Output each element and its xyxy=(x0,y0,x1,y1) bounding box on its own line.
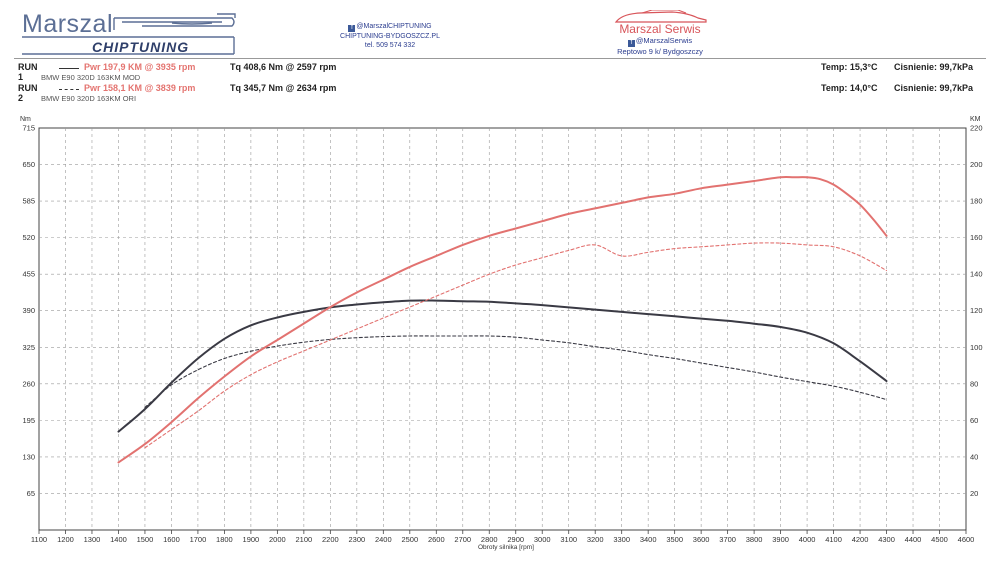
x-tick-label: 2700 xyxy=(454,535,471,544)
run-2-label: RUN 2 xyxy=(18,83,38,103)
run-2-car: BMW E90 320D 163KM ORI xyxy=(41,94,136,103)
x-tick-label: 1100 xyxy=(31,535,47,544)
x-tick-label: 4200 xyxy=(852,535,869,544)
y-left-tick-label: 325 xyxy=(22,343,35,352)
x-tick-label: 1700 xyxy=(190,535,207,544)
y-left-tick-label: 520 xyxy=(22,233,35,242)
x-axis-title: Obroty silnika [rpm] xyxy=(478,544,534,551)
y-left-tick-label: 715 xyxy=(22,124,35,133)
right-axis-unit: KM xyxy=(970,116,981,123)
y-left-tick-label: 650 xyxy=(22,160,35,169)
run-2-temp: Temp: 14,0°C xyxy=(821,83,877,93)
x-tick-label: 3000 xyxy=(534,535,551,544)
x-tick-label: 2100 xyxy=(296,535,313,544)
series-line-3 xyxy=(119,177,887,462)
x-tick-label: 3300 xyxy=(613,535,630,544)
x-tick-label: 2300 xyxy=(348,535,365,544)
y-right-tick-label: 120 xyxy=(970,306,983,315)
x-tick-label: 3400 xyxy=(640,535,657,544)
x-tick-label: 4000 xyxy=(799,535,816,544)
run-1-torque: Tq 408,6 Nm @ 2597 rpm xyxy=(230,62,336,72)
x-tick-label: 2600 xyxy=(428,535,445,544)
serwis-address: Reptowo 9 k/ Bydgoszczy xyxy=(605,47,715,57)
logo-sub-text: CHIPTUNING xyxy=(92,39,189,55)
report-header: Marszal CHIPTUNING f@MarszalCHIPTUNING C… xyxy=(0,0,1000,58)
y-left-tick-label: 260 xyxy=(22,379,35,388)
y-right-tick-label: 20 xyxy=(970,489,978,498)
x-tick-label: 1300 xyxy=(84,535,101,544)
serwis-name: Marszal Serwis xyxy=(605,22,715,36)
y-left-tick-label: 455 xyxy=(22,270,35,279)
left-axis-unit: Nm xyxy=(20,116,31,123)
run-1-car: BMW E90 320D 163KM MOD xyxy=(41,73,140,82)
x-tick-label: 1200 xyxy=(57,535,74,544)
run-1-power: Pwr 197,9 KM @ 3935 rpm xyxy=(84,62,195,72)
x-tick-label: 3700 xyxy=(719,535,736,544)
run-1-line-swatch xyxy=(59,68,79,69)
x-tick-label: 3900 xyxy=(772,535,789,544)
y-right-tick-label: 100 xyxy=(970,343,983,352)
x-tick-label: 2800 xyxy=(481,535,498,544)
y-right-tick-label: 180 xyxy=(970,197,983,206)
x-tick-label: 2900 xyxy=(507,535,524,544)
x-tick-label: 3500 xyxy=(666,535,683,544)
x-tick-label: 2500 xyxy=(401,535,418,544)
dyno-chart: 1100 1200 1300 1400 1500 1600 1700 1800 1900 2000… xyxy=(0,108,1000,567)
run-2-pressure: Cisnienie: 99,7kPa xyxy=(894,83,973,93)
y-right-tick-label: 160 xyxy=(970,233,983,242)
x-tick-label: 3800 xyxy=(746,535,763,544)
x-tick-label: 1600 xyxy=(163,535,180,544)
facebook-icon: f xyxy=(348,25,355,32)
y-left-tick-label: 130 xyxy=(22,452,35,461)
x-tick-label: 2400 xyxy=(375,535,392,544)
y-left-tick-label: 195 xyxy=(22,416,35,425)
run-1-pressure: Cisnienie: 99,7kPa xyxy=(894,62,973,72)
y-right-tick-label: 40 xyxy=(970,452,978,461)
run-2-torque: Tq 345,7 Nm @ 2634 rpm xyxy=(230,83,336,93)
x-tick-label: 4500 xyxy=(931,535,948,544)
x-tick-label: 2000 xyxy=(269,535,286,544)
y-right-tick-label: 140 xyxy=(970,270,983,279)
x-tick-label: 1800 xyxy=(216,535,233,544)
run-1-label: RUN 1 xyxy=(18,62,38,82)
y-right-tick-label: 60 xyxy=(970,416,978,425)
contact-website: CHIPTUNING-BYDGOSZCZ.PL xyxy=(330,32,450,41)
x-tick-label: 4600 xyxy=(958,535,975,544)
series-line-1 xyxy=(119,300,887,431)
y-left-tick-label: 585 xyxy=(22,197,35,206)
run-2-power: Pwr 158,1 KM @ 3839 rpm xyxy=(84,83,195,93)
y-left-tick-label: 390 xyxy=(22,306,35,315)
y-right-tick-label: 200 xyxy=(970,160,983,169)
header-divider xyxy=(14,58,986,59)
facebook-icon: f xyxy=(628,40,635,47)
contact-phone: tel. 509 574 332 xyxy=(330,41,450,50)
x-tick-label: 2200 xyxy=(322,535,339,544)
marszal-serwis-logo: Marszal Serwis f@MarszalSerwis Reptowo 9… xyxy=(605,10,715,57)
x-tick-label: 1500 xyxy=(137,535,154,544)
contact-block: f@MarszalCHIPTUNING CHIPTUNING-BYDGOSZCZ… xyxy=(330,22,450,50)
x-tick-label: 4400 xyxy=(905,535,922,544)
x-tick-label: 3100 xyxy=(560,535,577,544)
x-tick-label: 1400 xyxy=(110,535,127,544)
x-tick-label: 3200 xyxy=(587,535,604,544)
y-right-tick-label: 80 xyxy=(970,379,978,388)
serwis-facebook: @MarszalSerwis xyxy=(636,36,692,45)
marszal-chiptuning-logo: Marszal CHIPTUNING xyxy=(22,10,247,55)
x-tick-label: 3600 xyxy=(693,535,710,544)
x-tick-label: 4300 xyxy=(878,535,895,544)
contact-facebook: @MarszalCHIPTUNING xyxy=(356,23,431,30)
run-2-line-swatch xyxy=(59,89,79,90)
run-1-temp: Temp: 15,3°C xyxy=(821,62,877,72)
y-left-tick-label: 65 xyxy=(27,489,35,498)
dyno-chart-svg: 1100 1200 1300 1400 1500 1600 1700 1800 1900 2000… xyxy=(0,108,1000,567)
y-right-tick-label: 220 xyxy=(970,124,983,133)
plot-frame xyxy=(39,128,966,530)
x-tick-label: 1900 xyxy=(243,535,260,544)
x-tick-label: 4100 xyxy=(825,535,842,544)
